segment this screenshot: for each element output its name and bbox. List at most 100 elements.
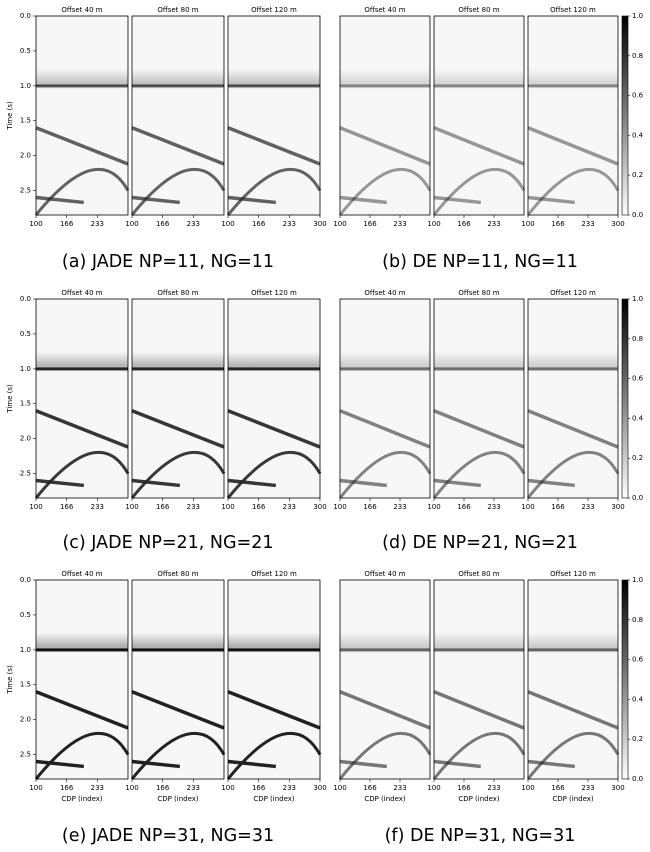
noise-band xyxy=(228,68,320,90)
subplot-title: Offset 80 m xyxy=(157,570,198,578)
panel: Offset 40 m 100 166 233 0.0 0.5 1.0 1.5 2.0 2.5 Ti… xyxy=(6,6,327,272)
image-background xyxy=(36,16,128,215)
y-tick-label: 0.0 xyxy=(20,576,31,584)
caption: (e) JADE NP=31, NG=31 xyxy=(62,826,274,846)
x-tick-label: 100 xyxy=(333,220,346,228)
frame xyxy=(131,579,225,780)
colorbar-tick-label: 1.0 xyxy=(632,576,643,584)
image-background xyxy=(228,580,320,779)
dipping-event xyxy=(527,409,619,449)
colorbar-tick-label: 0.8 xyxy=(632,335,643,343)
colorbar-tick-label: 0.2 xyxy=(632,735,643,743)
x-tick-label: 100 xyxy=(521,220,534,228)
x-tick-label: 233 xyxy=(581,220,594,228)
frame xyxy=(35,579,129,780)
frame xyxy=(433,298,525,499)
y-tick-label: 2.0 xyxy=(20,435,31,443)
noise-band xyxy=(132,68,224,90)
dipping-event xyxy=(131,409,225,449)
x-tick-label: 100 xyxy=(125,220,138,228)
short-event xyxy=(227,759,277,769)
subplot-title: Offset 120 m xyxy=(550,6,596,14)
subplot-title: Offset 40 m xyxy=(364,6,405,14)
x-tick-label: 233 xyxy=(91,220,104,228)
short-event xyxy=(35,195,85,205)
dipping-event xyxy=(527,690,619,730)
dipping-event xyxy=(131,126,225,166)
x-tick-label: 166 xyxy=(551,784,565,792)
x-axis-label: CDP (index) xyxy=(253,795,295,803)
frame xyxy=(527,579,619,780)
subplot-title: Offset 80 m xyxy=(157,289,198,297)
frame xyxy=(433,579,525,780)
subplot-title: Offset 40 m xyxy=(61,570,102,578)
x-tick-label: 233 xyxy=(487,220,500,228)
short-event xyxy=(131,759,181,769)
x-tick-label: 100 xyxy=(521,784,534,792)
frame xyxy=(227,298,321,499)
short-event xyxy=(433,759,481,769)
x-tick-label: 100 xyxy=(125,784,138,792)
caption: (c) JADE NP=21, NG=21 xyxy=(62,533,273,553)
image-background xyxy=(434,299,524,498)
caption: (a) JADE NP=11, NG=11 xyxy=(62,252,274,272)
colorbar-tick-label: 0.0 xyxy=(632,494,643,502)
short-event xyxy=(433,195,481,205)
dipping-event xyxy=(35,409,129,449)
x-axis-label: CDP (index) xyxy=(364,795,406,803)
x-tick-label: 166 xyxy=(60,784,74,792)
noise-band xyxy=(340,68,430,90)
noise-band xyxy=(132,351,224,373)
dipping-event xyxy=(227,690,321,730)
subplot-title: Offset 120 m xyxy=(251,289,297,297)
colorbar-tick-label: 0.2 xyxy=(632,454,643,462)
dipping-event xyxy=(339,409,431,449)
short-event xyxy=(131,195,181,205)
x-tick-label: 166 xyxy=(551,503,565,511)
diffraction xyxy=(338,167,432,216)
y-tick-label: 2.5 xyxy=(20,470,31,478)
x-tick-label: 100 xyxy=(29,220,42,228)
image-background xyxy=(528,16,618,215)
frame xyxy=(433,15,525,216)
x-tick-label: 300 xyxy=(611,503,624,511)
short-event xyxy=(227,478,277,488)
dipping-event xyxy=(433,126,525,166)
y-tick-label: 1.5 xyxy=(20,117,31,125)
subplot-title: Offset 80 m xyxy=(458,6,499,14)
short-event xyxy=(35,759,85,769)
x-tick-label: 100 xyxy=(125,503,138,511)
x-axis-label: CDP (index) xyxy=(61,795,103,803)
x-tick-label: 233 xyxy=(283,220,296,228)
subplot-title: Offset 80 m xyxy=(458,289,499,297)
dipping-event xyxy=(227,126,321,166)
subplot-title: Offset 80 m xyxy=(458,570,499,578)
x-tick-label: 100 xyxy=(521,503,534,511)
subplot-title: Offset 40 m xyxy=(61,289,102,297)
x-tick-label: 166 xyxy=(60,220,74,228)
x-axis-label: CDP (index) xyxy=(458,795,500,803)
caption: (f) DE NP=31, NG=31 xyxy=(385,826,576,846)
colorbar-tick-label: 1.0 xyxy=(632,295,643,303)
x-tick-label: 300 xyxy=(313,784,326,792)
colorbar-tick-label: 0.4 xyxy=(632,414,644,422)
panel: Offset 40 m 100 166 233 Offset 80 m 100 166 233… xyxy=(333,289,643,553)
colorbar xyxy=(621,579,629,780)
dipping-event xyxy=(35,690,129,730)
subplot-title: Offset 120 m xyxy=(251,570,297,578)
y-tick-label: 0.0 xyxy=(20,295,31,303)
short-event xyxy=(527,195,575,205)
x-tick-label: 233 xyxy=(91,784,104,792)
x-tick-label: 300 xyxy=(611,784,624,792)
short-event xyxy=(433,478,481,488)
x-tick-label: 166 xyxy=(363,784,377,792)
noise-band xyxy=(434,632,524,654)
dipping-event xyxy=(227,409,321,449)
short-event xyxy=(527,478,575,488)
noise-band xyxy=(528,351,618,373)
image-background xyxy=(132,299,224,498)
frame xyxy=(339,579,431,780)
frame xyxy=(527,298,619,499)
subplot-title: Offset 40 m xyxy=(364,570,405,578)
